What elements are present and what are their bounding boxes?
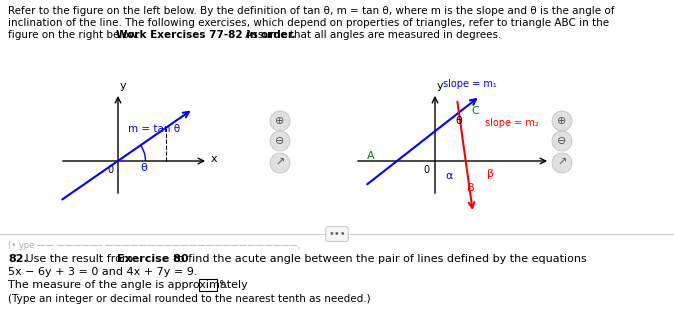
Text: m = tan θ: m = tan θ: [128, 124, 180, 134]
Text: θ: θ: [455, 116, 462, 126]
Text: Refer to the figure on the left below. By the definition of tan θ, m = tan θ, wh: Refer to the figure on the left below. B…: [8, 6, 615, 16]
Circle shape: [270, 131, 290, 151]
Text: slope = m₁: slope = m₁: [443, 79, 497, 89]
Text: θ: θ: [140, 163, 147, 173]
Text: 0: 0: [107, 165, 113, 175]
Text: C: C: [471, 106, 479, 116]
Text: ⊖: ⊖: [557, 136, 567, 146]
Text: y: y: [120, 81, 127, 91]
Text: ⊕: ⊕: [275, 116, 284, 126]
Text: •••: •••: [328, 229, 346, 239]
Text: Use the result from: Use the result from: [22, 254, 136, 264]
Circle shape: [270, 153, 290, 173]
Circle shape: [552, 131, 572, 151]
Text: (• ype —— —————– ———————————————————————,: (• ype —— —————– ———————————————————————…: [8, 241, 301, 250]
Text: ⊖: ⊖: [275, 136, 284, 146]
Text: β: β: [487, 169, 494, 179]
Text: inclination of the line. The following exercises, which depend on properties of : inclination of the line. The following e…: [8, 18, 609, 28]
Text: Assume that all angles are measured in degrees.: Assume that all angles are measured in d…: [242, 30, 501, 40]
Text: x: x: [211, 154, 218, 164]
Text: A: A: [367, 151, 375, 161]
Text: ⊕: ⊕: [557, 116, 567, 126]
Text: figure on the right below.: figure on the right below.: [8, 30, 143, 40]
Text: y: y: [437, 81, 443, 91]
FancyBboxPatch shape: [199, 279, 216, 291]
Text: α: α: [445, 171, 452, 181]
Circle shape: [552, 153, 572, 173]
Text: 82.: 82.: [8, 254, 28, 264]
Text: ↗: ↗: [275, 158, 284, 168]
Text: ↗: ↗: [557, 158, 567, 168]
Text: 0: 0: [424, 165, 430, 175]
Text: Exercise 80: Exercise 80: [117, 254, 189, 264]
Text: to find the acute angle between the pair of lines defined by the equations: to find the acute angle between the pair…: [170, 254, 586, 264]
Text: The measure of the angle is approximately: The measure of the angle is approximatel…: [8, 280, 248, 290]
Text: x: x: [553, 154, 559, 164]
Text: °.: °.: [218, 280, 228, 290]
Circle shape: [552, 111, 572, 131]
Text: B: B: [467, 183, 474, 193]
Circle shape: [270, 111, 290, 131]
Text: 5x − 6y + 3 = 0 and 4x + 7y = 9.: 5x − 6y + 3 = 0 and 4x + 7y = 9.: [8, 267, 197, 277]
Text: slope = m₂: slope = m₂: [485, 118, 539, 128]
Text: (Type an integer or decimal rounded to the nearest tenth as needed.): (Type an integer or decimal rounded to t…: [8, 294, 371, 304]
Text: Work Exercises 77-82 in order.: Work Exercises 77-82 in order.: [116, 30, 295, 40]
